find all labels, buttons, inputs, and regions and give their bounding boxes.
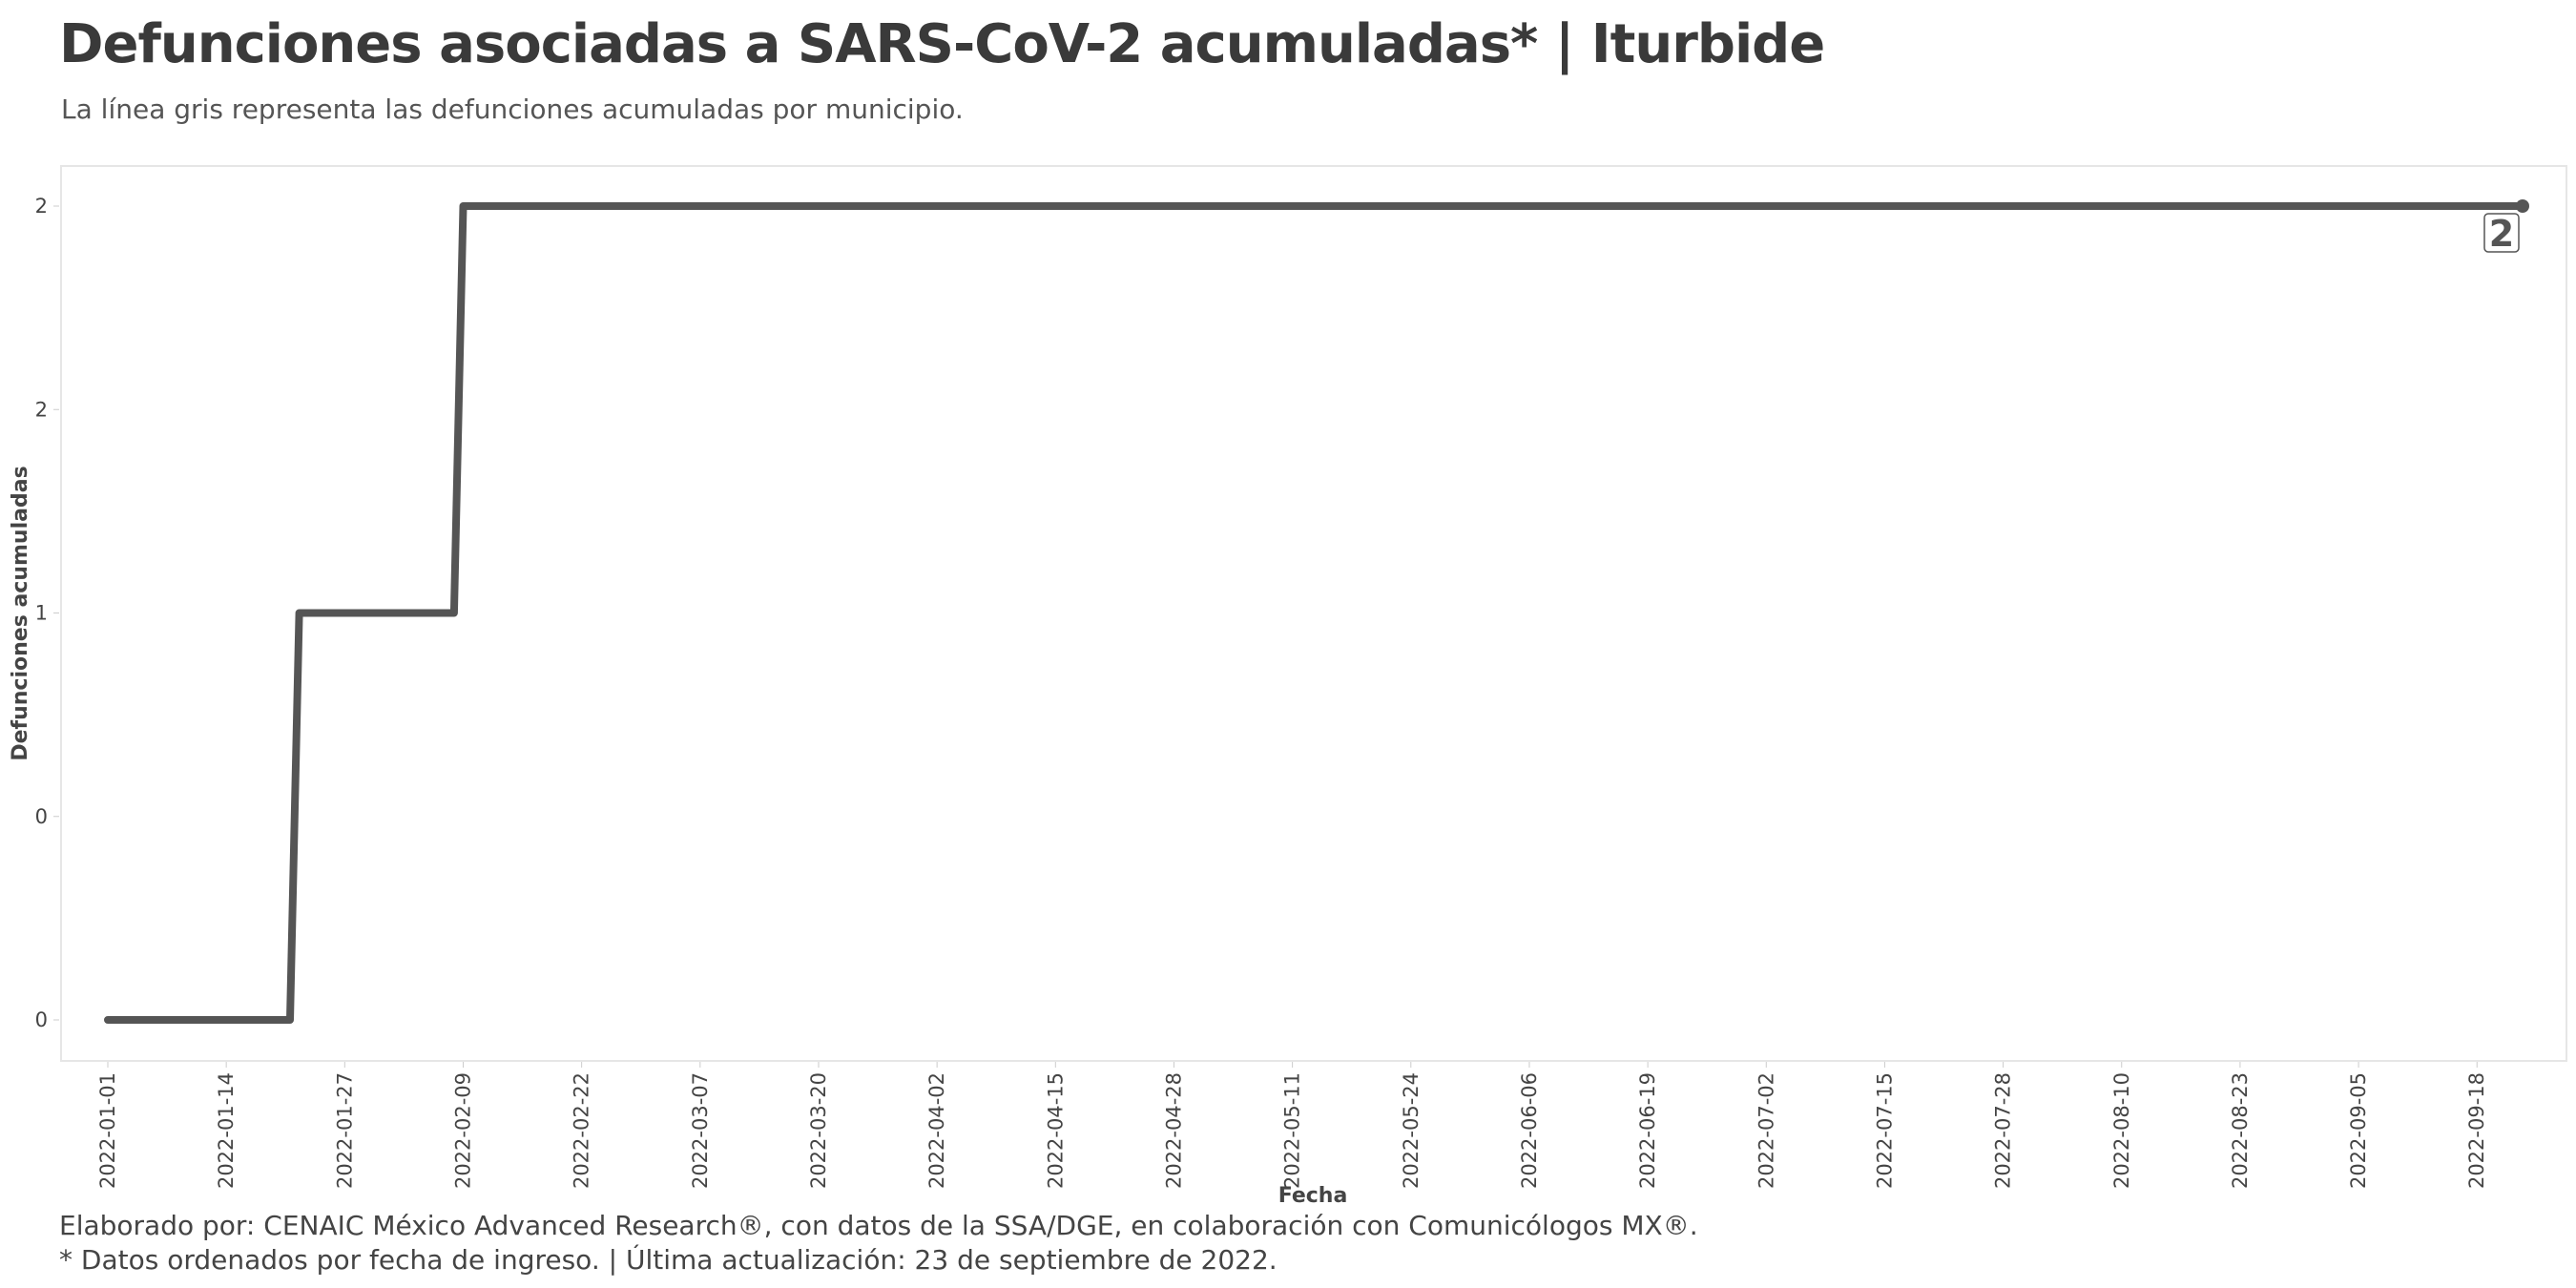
- x-tick-label: 2022-09-05: [2347, 1072, 2370, 1189]
- x-tick-label: 2022-08-10: [2110, 1072, 2133, 1189]
- x-tick-label: 2022-07-28: [1992, 1072, 2015, 1189]
- x-tick-label: 2022-03-07: [689, 1072, 712, 1189]
- end-value-label: 2: [2489, 213, 2514, 255]
- end-point: [2516, 199, 2529, 213]
- x-axis: 2022-01-01 2022-01-14 2022-01-27 2022-02-09…: [96, 1062, 2488, 1189]
- x-tick-label: 2022-03-20: [807, 1072, 830, 1189]
- chart-title: Defunciones asociadas a SARS-CoV-2 acumu…: [59, 13, 1825, 75]
- x-tick-label: 2022-05-11: [1281, 1072, 1304, 1189]
- x-tick-label: 2022-02-09: [451, 1072, 474, 1189]
- x-tick-label: 2022-09-18: [2465, 1072, 2488, 1189]
- x-tick-label: 2022-04-15: [1044, 1072, 1067, 1189]
- x-tick-label: 2022-02-22: [571, 1072, 593, 1189]
- x-tick-label: 2022-08-23: [2229, 1072, 2252, 1189]
- caption-note: * Datos ordenados por fecha de ingreso. …: [59, 1244, 1278, 1276]
- y-tick-label: 0: [35, 805, 48, 828]
- x-tick-label: 2022-05-24: [1400, 1072, 1423, 1189]
- x-tick-label: 2022-06-19: [1636, 1072, 1659, 1189]
- plot-panel: [60, 165, 2567, 1062]
- y-tick-label: 2: [35, 398, 48, 421]
- x-tick-label: 2022-06-06: [1518, 1072, 1541, 1189]
- x-tick-label: 2022-01-27: [333, 1072, 356, 1189]
- caption-source: Elaborado por: CENAIC México Advanced Re…: [59, 1210, 1698, 1241]
- y-axis: 0 0 1 2 2: [35, 195, 59, 1031]
- y-tick-label: 2: [35, 195, 48, 218]
- series-layer: 2: [104, 199, 2529, 1024]
- end-label-box: [2483, 213, 2520, 253]
- y-axis-title: Defunciones acumuladas: [9, 466, 32, 760]
- x-tick-label: 2022-04-28: [1162, 1072, 1185, 1189]
- y-tick-label: 0: [35, 1008, 48, 1031]
- chart-subtitle: La línea gris representa las defunciones…: [61, 93, 964, 125]
- x-axis-title: Fecha: [1278, 1184, 1348, 1208]
- x-tick-label: 2022-01-14: [215, 1072, 238, 1189]
- x-tick-label: 2022-07-15: [1873, 1072, 1896, 1189]
- x-tick-label: 2022-01-01: [96, 1072, 119, 1189]
- y-tick-label: 1: [35, 602, 48, 625]
- x-tick-label: 2022-04-02: [925, 1072, 948, 1189]
- series-line: [104, 202, 2526, 1024]
- x-tick-label: 2022-07-02: [1755, 1072, 1777, 1189]
